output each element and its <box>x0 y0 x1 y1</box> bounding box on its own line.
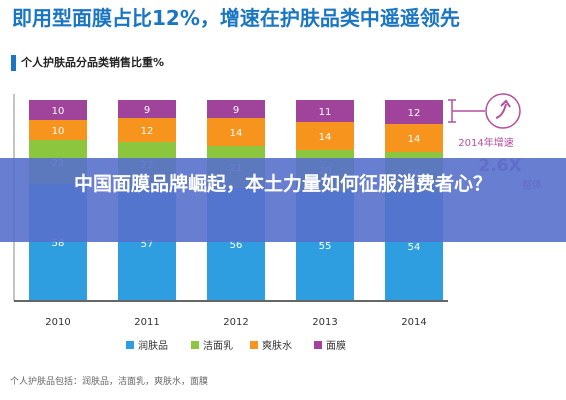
data-label: 58 <box>52 238 65 249</box>
bar-segment <box>385 100 443 124</box>
subtitle-accent-bar <box>11 55 16 71</box>
growth-arrow-icon <box>495 103 507 119</box>
overlay-title: 中国面膜品牌崛起，本土力量如何征服消费者心？ <box>73 173 492 195</box>
legend-swatch <box>314 341 322 349</box>
growth-label: 2014年增速 <box>458 136 513 149</box>
subtitle-row: 个人护肤品分品类销售比重% <box>0 52 566 76</box>
title-overlay-banner <box>0 158 566 242</box>
bar-segment <box>296 122 354 150</box>
legend-swatch <box>126 341 134 349</box>
x-tick-label: 2012 <box>223 317 248 328</box>
legend-swatch <box>191 341 199 349</box>
bar-segment <box>29 120 87 140</box>
bar-segment <box>29 100 87 120</box>
bar-segment <box>207 100 265 118</box>
x-tick-label: 2014 <box>401 317 426 328</box>
data-label: 57 <box>141 239 154 250</box>
x-tick-label: 2011 <box>134 317 159 328</box>
bar-segment <box>207 118 265 146</box>
x-tick-label: 2013 <box>312 317 337 328</box>
chart-subtitle: 个人护肤品分品类销售比重% <box>21 56 165 69</box>
bar-segment <box>118 100 176 118</box>
data-label: 11 <box>319 107 332 118</box>
data-label: 14 <box>408 134 421 145</box>
data-label: 12 <box>408 108 421 119</box>
legend-label: 爽肤水 <box>262 339 292 352</box>
data-label: 10 <box>52 126 65 137</box>
growth-arrow-head <box>500 99 511 108</box>
headline: 即用型面膜占比12%，增速在护肤品类中遥遥领先 <box>12 6 460 30</box>
chart-footnote: 个人护肤品包括：润肤品，洁面乳，爽肤水，面膜 <box>10 377 209 387</box>
data-label: 55 <box>319 241 332 252</box>
legend-swatch <box>250 341 258 349</box>
x-tick-label: 2010 <box>45 317 70 328</box>
data-label: 9 <box>144 105 150 116</box>
bar-segment <box>296 100 354 122</box>
data-label: 14 <box>319 132 332 143</box>
legend-label: 面膜 <box>326 340 346 352</box>
legend-label: 洁面乳 <box>203 339 233 352</box>
legend-label: 润肤品 <box>138 339 168 352</box>
data-label: 54 <box>408 242 421 253</box>
bar-segment <box>385 124 443 152</box>
bar-segment <box>118 118 176 142</box>
data-label: 12 <box>141 126 154 137</box>
data-label: 56 <box>230 240 243 251</box>
data-label: 9 <box>233 105 239 116</box>
data-label: 14 <box>230 128 243 139</box>
data-label: 10 <box>52 106 65 117</box>
